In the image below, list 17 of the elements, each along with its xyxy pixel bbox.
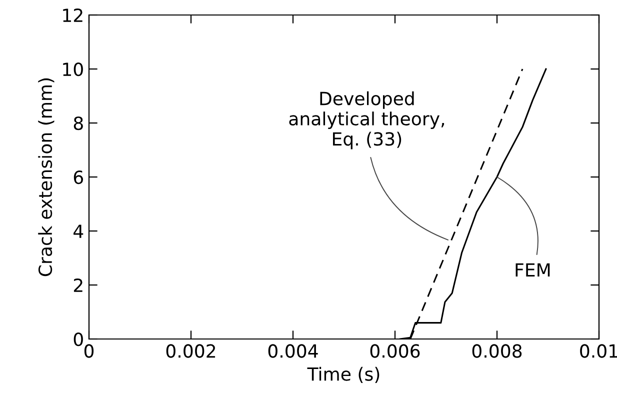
y-tick-label: 0 bbox=[74, 332, 83, 346]
x-tick-label: 0.008 bbox=[472, 344, 522, 358]
x-axis-title: Time (s) bbox=[307, 366, 380, 383]
x-tick-label: 0 bbox=[84, 344, 94, 358]
y-tick-label: 6 bbox=[74, 170, 83, 184]
y-axis-title: Crack extension (mm) bbox=[38, 78, 54, 276]
y-tick-label: 10 bbox=[63, 62, 83, 76]
y-tick-label: 2 bbox=[74, 278, 82, 292]
x-tick-label: 0.01 bbox=[580, 344, 617, 358]
annotation: Developed analytical theory, Eq. (33) bbox=[289, 91, 444, 150]
x-tick-label: 0.006 bbox=[370, 344, 420, 358]
annotation: FEM bbox=[516, 263, 550, 276]
y-tick-label: 8 bbox=[74, 116, 83, 130]
x-tick-label: 0.002 bbox=[166, 344, 216, 358]
y-tick-label: 4 bbox=[74, 224, 84, 238]
x-tick-label: 0.004 bbox=[268, 344, 318, 358]
y-tick-label: 12 bbox=[63, 8, 82, 22]
